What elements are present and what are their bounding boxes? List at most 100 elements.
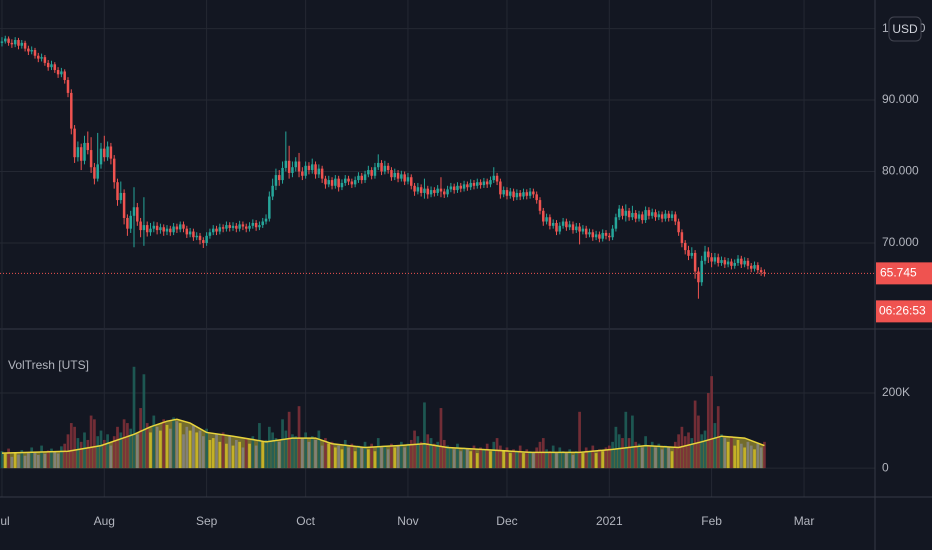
candle-body [23, 42, 27, 49]
volume-bar [406, 443, 410, 469]
candle-body [479, 182, 482, 186]
candle-body [192, 231, 195, 238]
volume-bar [581, 453, 585, 469]
candle-body [436, 188, 439, 193]
candle-body [396, 172, 400, 179]
candle-body [452, 186, 456, 191]
candle-body [690, 252, 694, 256]
candle-body [129, 215, 132, 229]
volume-bar [604, 447, 608, 469]
volume-bar [548, 451, 552, 469]
volume-bar [436, 441, 440, 469]
volume-bar [53, 451, 57, 469]
candle-body [139, 221, 142, 231]
candle-body [10, 42, 14, 45]
candle-body [657, 214, 661, 218]
candle-body [40, 57, 43, 59]
candle-body [103, 148, 106, 158]
volume-bar [423, 402, 426, 469]
candle-body [185, 228, 189, 235]
candle-body [555, 222, 558, 232]
candle-body [426, 188, 430, 195]
candle-body [145, 225, 149, 233]
volume-bar [687, 432, 690, 469]
volume-bar [433, 443, 436, 469]
candle-body [482, 181, 486, 186]
candle-body [66, 80, 70, 93]
volume-bar [40, 445, 43, 469]
candle-body [314, 164, 317, 175]
candle-body [93, 167, 96, 179]
currency-badge-box[interactable] [888, 16, 922, 42]
candle-body [324, 178, 327, 185]
candle-body [175, 226, 179, 230]
volume-bar [274, 438, 278, 469]
candle-body [291, 167, 294, 173]
volume-bar [429, 438, 433, 469]
volume-bar [591, 445, 595, 469]
volume-bar [578, 411, 581, 469]
candle-body [281, 167, 284, 181]
candle-body [716, 257, 720, 263]
candle-body [726, 261, 730, 265]
volume-bar [258, 423, 261, 469]
x-tick-label: Jul [0, 514, 10, 528]
candle-body [178, 224, 182, 230]
candle-body [518, 192, 522, 197]
x-tick-label: Nov [397, 514, 418, 528]
currency-badge[interactable]: USD [888, 16, 922, 42]
candle-body [50, 64, 53, 68]
volume-bar [624, 411, 628, 469]
volume-bar [30, 447, 34, 469]
volume-bar [574, 451, 578, 469]
candle-body [274, 175, 278, 186]
volume-bar [324, 438, 327, 469]
currency-label[interactable]: USD [892, 22, 918, 36]
candle-body [433, 190, 436, 193]
volume-bar [287, 411, 291, 469]
candle-body [492, 175, 496, 181]
candle-body [538, 200, 542, 211]
candle-body [360, 175, 364, 181]
candle-body [116, 182, 119, 201]
candle-body [188, 231, 192, 235]
y-tick-label: 70.000 [882, 235, 919, 249]
volume-bar [294, 436, 298, 469]
candle-body [439, 188, 443, 192]
candle-body [350, 181, 354, 185]
candle-body [515, 192, 519, 198]
volume-bar [400, 441, 403, 469]
candle-body [340, 182, 344, 188]
candle-body [644, 210, 647, 221]
volume-bar [357, 445, 360, 469]
volume-bar [475, 453, 479, 469]
candle-body [723, 260, 727, 265]
volume-bar [459, 451, 463, 469]
volume-pane [0, 366, 766, 469]
candle-body [522, 192, 525, 197]
candle-body [231, 225, 235, 228]
candle-body [248, 225, 251, 229]
volume-bar [86, 439, 90, 469]
x-tick-label: Dec [496, 514, 517, 528]
volume-bar [135, 434, 139, 469]
volume-bar [508, 453, 512, 469]
candle-body [228, 225, 231, 228]
volume-bar [446, 445, 449, 469]
x-tick-label: Mar [794, 514, 815, 528]
volume-bar [383, 445, 387, 469]
volume-bar [99, 430, 103, 469]
volume-bar [697, 415, 700, 469]
candle-body [525, 192, 529, 196]
volume-bar [142, 374, 146, 469]
candle-body [79, 147, 83, 161]
candle-body [73, 128, 76, 158]
volume-bar [390, 443, 393, 469]
candle-body [238, 224, 241, 229]
candle-body [83, 142, 86, 161]
candle-body [377, 162, 380, 168]
candle-body [43, 57, 47, 63]
volume-bar [518, 445, 522, 469]
volume-bar [208, 439, 212, 469]
